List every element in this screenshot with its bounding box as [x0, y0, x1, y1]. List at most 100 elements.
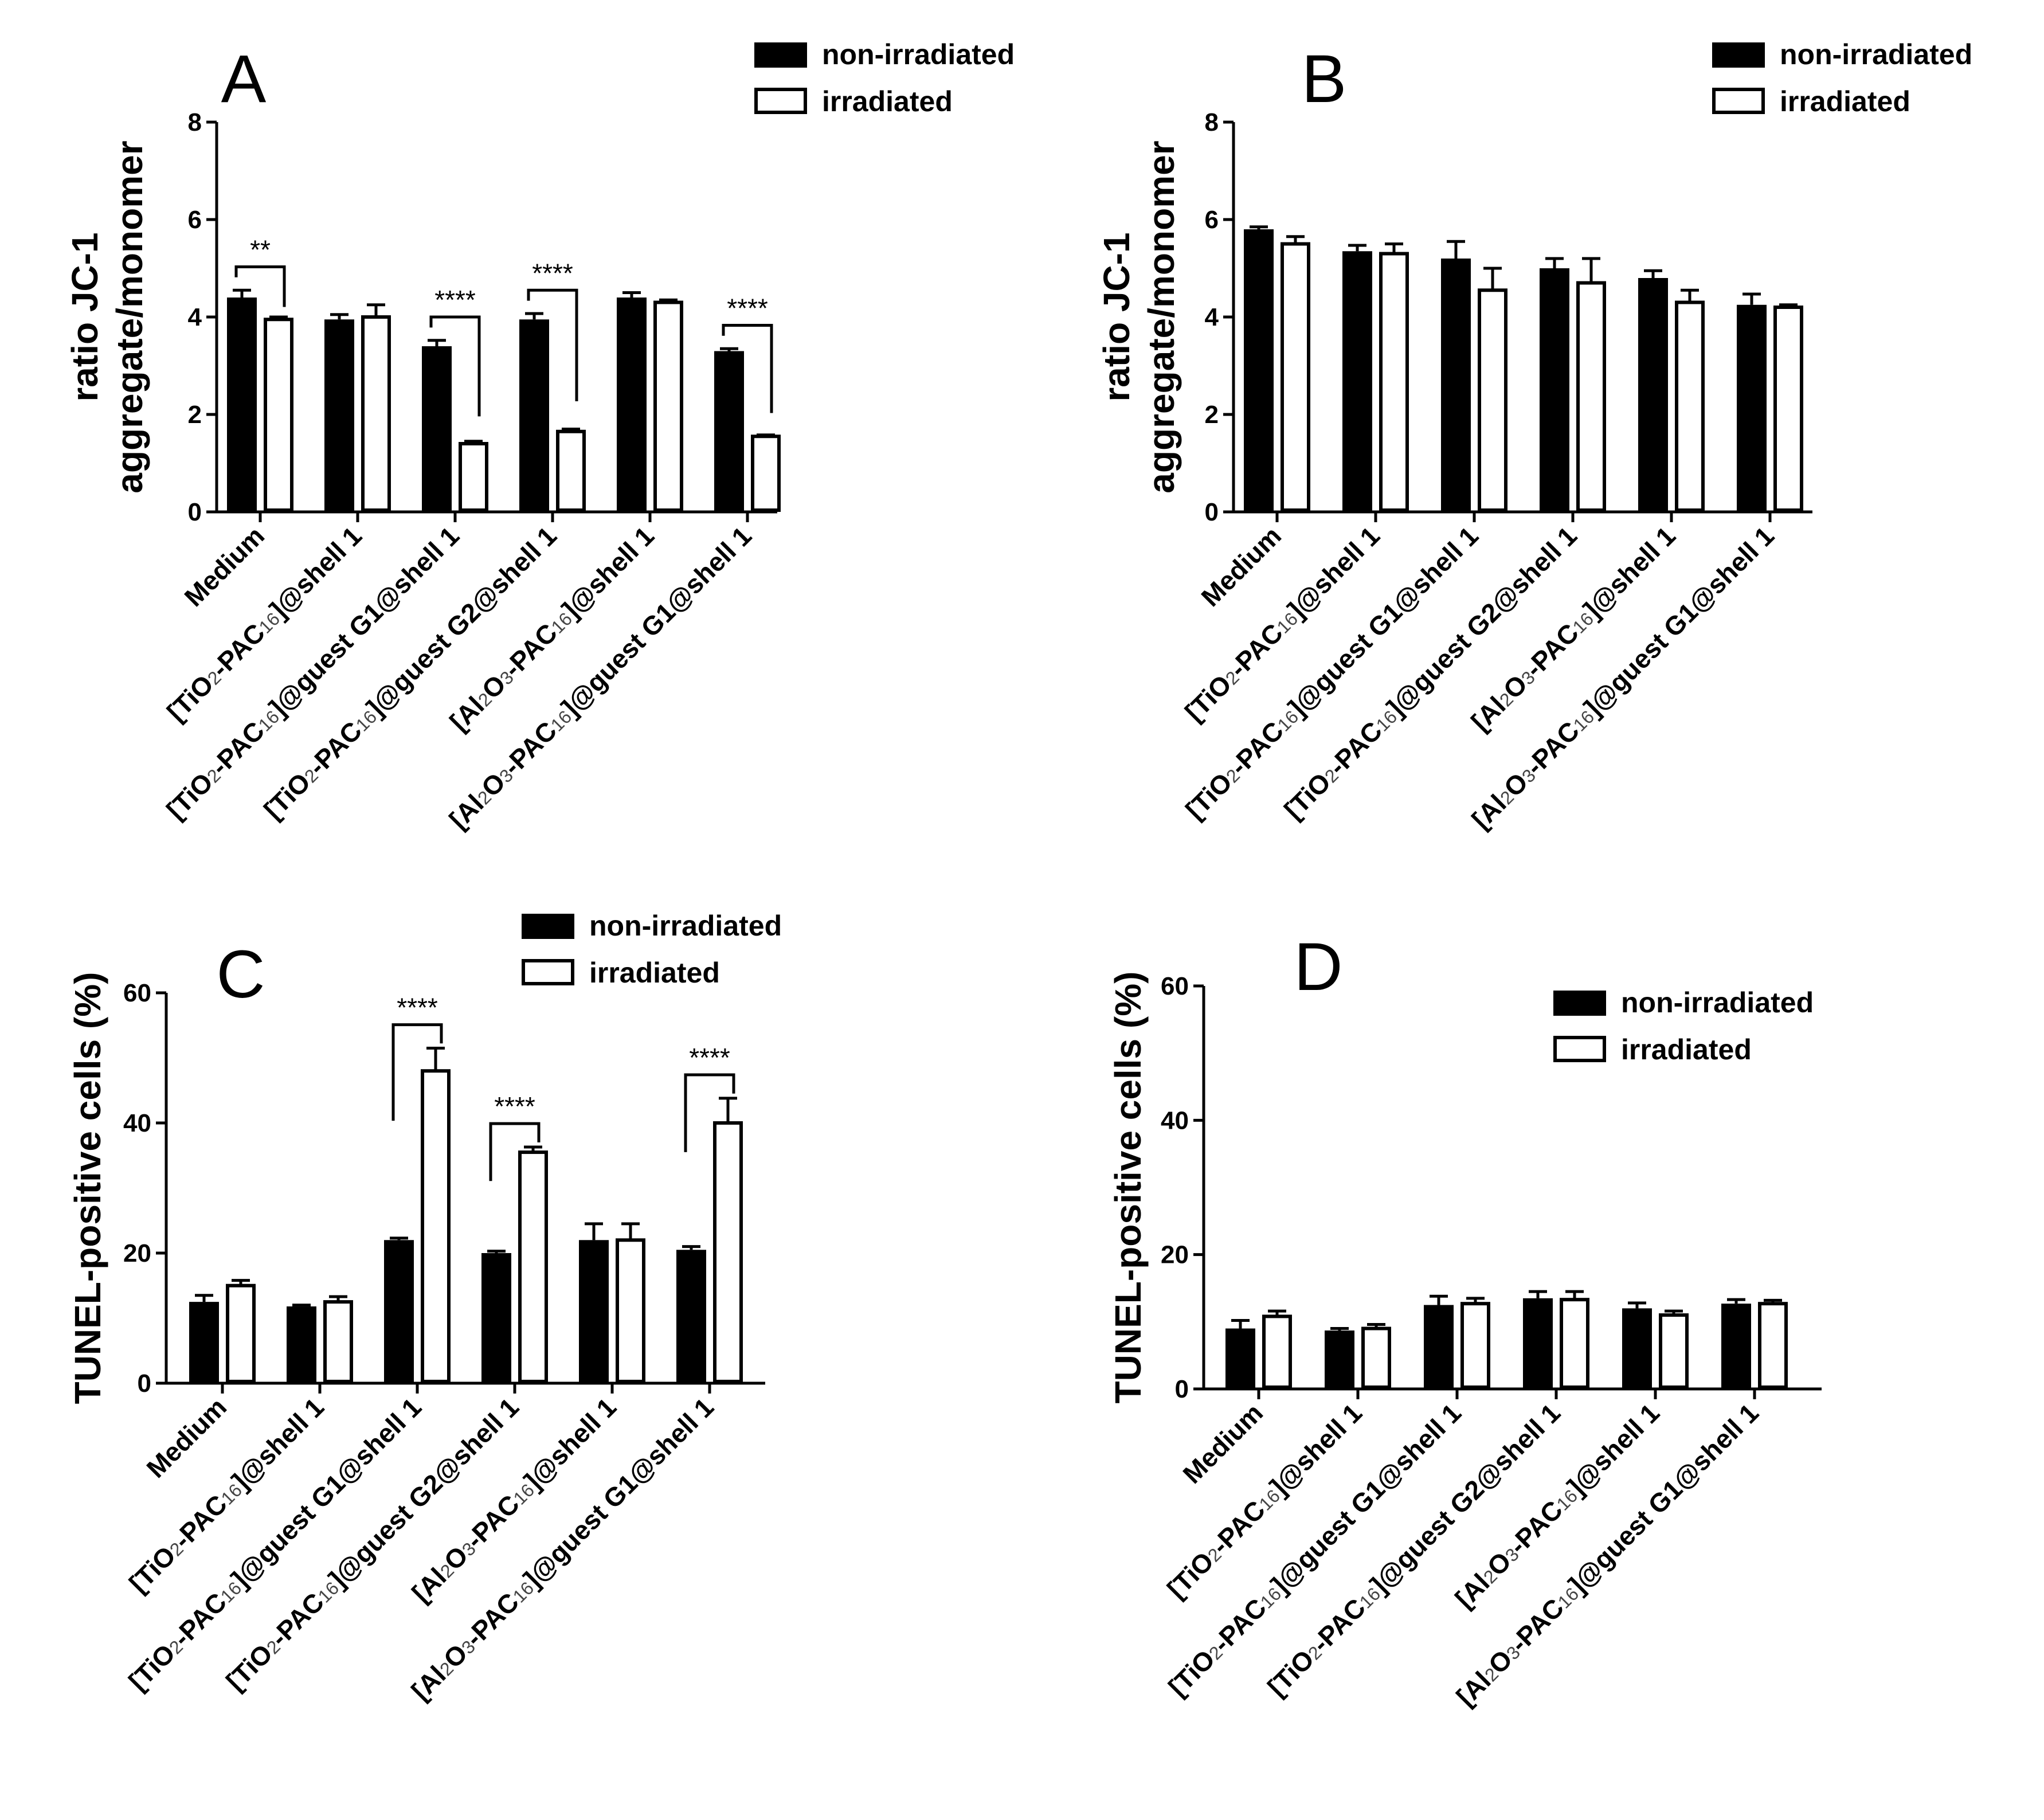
bar-irradiated: [459, 442, 488, 512]
significance-label: ****: [434, 285, 476, 315]
bar-irradiated: [556, 429, 586, 512]
y-axis-label: TUNEL-positive cells (%): [67, 972, 108, 1404]
y-axis-label: ratio JC-1: [64, 232, 105, 401]
legend-label-non-irradiated: non-irradiated: [822, 38, 1015, 71]
bar-irradiated: [1576, 281, 1606, 512]
bar-non-irradiated: [1342, 251, 1372, 512]
significance-bracket: [489, 1122, 541, 1181]
bar-irradiated: [361, 315, 391, 512]
bar-non-irradiated: [1638, 278, 1668, 512]
bar-non-irradiated: [1244, 229, 1274, 512]
y-axis-label-line2: aggregate/monomer: [109, 140, 150, 493]
legend-label-irradiated: irradiated: [1621, 1034, 1752, 1066]
bar-irradiated: [323, 1300, 353, 1383]
bar-irradiated: [421, 1069, 451, 1383]
y-tick-label: 0: [138, 1369, 151, 1398]
bar-non-irradiated: [189, 1302, 219, 1383]
bar-non-irradiated: [1325, 1330, 1354, 1389]
significance-label: ****: [397, 993, 438, 1023]
bar-non-irradiated: [227, 298, 257, 512]
legend-swatch-irradiated: [522, 959, 574, 985]
y-tick-label: 4: [188, 303, 202, 331]
y-tick-label: 8: [188, 108, 202, 136]
y-tick-label: 0: [1205, 498, 1219, 526]
y-tick-label: 4: [1205, 303, 1219, 331]
bar-irradiated: [518, 1150, 548, 1383]
significance-label: ****: [727, 293, 768, 323]
y-tick-label: 40: [123, 1109, 151, 1137]
bar-irradiated: [1659, 1313, 1689, 1390]
bar-non-irradiated: [676, 1250, 706, 1383]
bar-irradiated: [1758, 1302, 1788, 1389]
panel-letter: A: [221, 41, 267, 117]
legend-label-irradiated: irradiated: [589, 957, 720, 989]
y-tick-label: 8: [1205, 108, 1219, 136]
panel-letter: B: [1302, 41, 1347, 117]
panel-letter: C: [216, 937, 265, 1012]
legend-label-irradiated: irradiated: [1780, 85, 1910, 118]
y-tick-label: 6: [188, 206, 202, 234]
y-tick-label: 6: [1205, 206, 1219, 234]
significance-bracket: [527, 288, 578, 402]
y-tick-label: 60: [123, 979, 151, 1007]
y-tick-label: 20: [1161, 1241, 1189, 1269]
bar-irradiated: [1478, 288, 1507, 512]
bar-irradiated: [1361, 1326, 1391, 1390]
bar-non-irradiated: [422, 346, 452, 512]
y-tick-label: 2: [188, 401, 202, 429]
panel-letter: D: [1294, 929, 1342, 1005]
y-axis-label-line2: aggregate/monomer: [1141, 140, 1182, 493]
bar-irradiated: [226, 1283, 256, 1383]
bar-non-irradiated: [481, 1253, 511, 1383]
bar-irradiated: [713, 1121, 743, 1383]
bar-non-irradiated: [1424, 1305, 1454, 1389]
significance-bracket: [429, 315, 481, 417]
legend-swatch-irradiated: [754, 88, 807, 114]
bar-irradiated: [1262, 1314, 1292, 1389]
significance-label: ****: [532, 258, 573, 288]
legend-swatch-non-irradiated: [1712, 42, 1765, 68]
bar-irradiated: [1675, 300, 1705, 512]
bar-non-irradiated: [324, 319, 354, 512]
bar-non-irradiated: [1622, 1308, 1652, 1389]
significance-label: ****: [494, 1091, 535, 1121]
bar-irradiated: [751, 435, 781, 512]
y-tick-label: 0: [1175, 1375, 1189, 1403]
legend-swatch-non-irradiated: [1553, 991, 1606, 1016]
bar-irradiated: [1379, 252, 1409, 512]
significance-bracket: [722, 323, 773, 413]
bar-irradiated: [1773, 306, 1803, 512]
legend-swatch-irradiated: [1712, 88, 1765, 114]
y-axis-label: TUNEL-positive cells (%): [1107, 972, 1149, 1404]
bar-non-irradiated: [1523, 1298, 1553, 1389]
y-tick-label: 0: [188, 498, 202, 526]
legend-label-non-irradiated: non-irradiated: [1780, 38, 1972, 71]
y-tick-label: 40: [1161, 1106, 1189, 1134]
bar-non-irradiated: [617, 298, 647, 512]
bar-non-irradiated: [1737, 304, 1767, 512]
y-tick-label: 20: [123, 1239, 151, 1267]
bar-non-irradiated: [579, 1240, 609, 1383]
significance-bracket: [391, 1023, 443, 1121]
bar-irradiated: [1560, 1298, 1589, 1389]
legend-label-irradiated: irradiated: [822, 85, 953, 118]
significance-bracket: [234, 265, 286, 307]
legend-swatch-non-irradiated: [522, 914, 574, 939]
bar-non-irradiated: [1441, 259, 1471, 512]
bar-irradiated: [1460, 1302, 1490, 1389]
y-tick-label: 2: [1205, 401, 1219, 429]
bar-non-irradiated: [384, 1240, 414, 1383]
significance-bracket: [684, 1073, 735, 1152]
bar-non-irradiated: [1225, 1328, 1255, 1389]
significance-label: **: [250, 234, 271, 264]
legend-swatch-non-irradiated: [754, 42, 807, 68]
bar-non-irradiated: [519, 319, 549, 512]
bar-irradiated: [653, 300, 683, 512]
bar-non-irradiated: [1721, 1304, 1751, 1389]
bar-irradiated: [264, 318, 293, 512]
significance-label: ****: [689, 1043, 730, 1073]
legend-label-non-irradiated: non-irradiated: [589, 910, 782, 942]
bar-irradiated: [616, 1238, 645, 1384]
legend-swatch-irradiated: [1553, 1036, 1606, 1062]
